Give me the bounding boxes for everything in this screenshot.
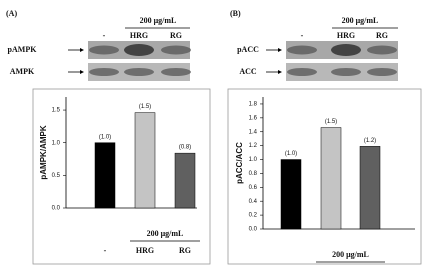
y-tick-label: 1.5 xyxy=(52,108,61,114)
x-tick-label: HRG xyxy=(136,246,154,255)
blot-band xyxy=(331,68,361,76)
blot-header: 200 μg/mL xyxy=(140,16,177,25)
lane-label: HRG xyxy=(130,31,148,40)
panel-frame xyxy=(227,88,422,265)
group-label: 200 μg/mL xyxy=(147,229,184,238)
y-tick-label: 0.4 xyxy=(249,199,258,205)
blot-band xyxy=(367,45,397,55)
y-tick-label: 0.6 xyxy=(249,185,258,191)
y-tick-label: 1.6 xyxy=(249,115,258,121)
row-arrowhead xyxy=(278,48,282,52)
y-tick-label: 0.2 xyxy=(249,213,258,219)
x-tick-label: - xyxy=(104,246,107,255)
bar xyxy=(94,142,116,209)
blot-band xyxy=(287,68,317,76)
blot-band xyxy=(331,44,361,56)
y-tick-label: 0.0 xyxy=(52,206,61,212)
row-arrowhead xyxy=(80,70,84,74)
panel-label: (A) xyxy=(6,9,17,18)
blot-band xyxy=(367,68,397,76)
lane-label: HRG xyxy=(337,31,355,40)
value-label: (1.0) xyxy=(99,134,111,140)
row-arrowhead xyxy=(278,70,282,74)
lane-label: - xyxy=(301,31,304,40)
panel-frame xyxy=(32,88,211,265)
row-label: ACC xyxy=(239,67,257,76)
bar xyxy=(174,152,196,209)
y-tick-label: 1.0 xyxy=(52,140,61,146)
blot-band xyxy=(161,45,191,55)
group-label: 200 μg/mL xyxy=(332,250,369,259)
blot-header: 200 μg/mL xyxy=(342,16,379,25)
value-label: (1.2) xyxy=(364,138,376,144)
blot-band xyxy=(161,68,191,76)
row-arrowhead xyxy=(80,48,84,52)
y-tick-label: 0.5 xyxy=(52,173,61,179)
blot-band xyxy=(287,45,317,55)
row-label: pAMPK xyxy=(8,45,38,54)
y-tick-label: 1.2 xyxy=(249,143,258,149)
y-axis-label: pAMPK/AMPK xyxy=(39,125,48,179)
y-tick-label: 1.8 xyxy=(249,102,258,108)
value-label: (1.5) xyxy=(325,119,337,125)
lane-label: RG xyxy=(170,31,182,40)
y-tick-label: 0.0 xyxy=(249,227,258,233)
lane-label: RG xyxy=(376,31,388,40)
value-label: (1.5) xyxy=(139,104,151,110)
y-axis-label: pACC/ACC xyxy=(235,142,244,184)
blot-band xyxy=(89,68,119,76)
y-tick-label: 1.4 xyxy=(249,129,258,135)
blot-band xyxy=(124,44,154,56)
row-label: pACC xyxy=(237,45,259,54)
value-label: (1.0) xyxy=(285,151,297,157)
bar xyxy=(359,146,381,230)
bar xyxy=(134,112,156,209)
bar xyxy=(320,127,342,230)
blot-band xyxy=(124,68,154,76)
y-tick-label: 1.0 xyxy=(249,157,258,163)
x-tick-label: RG xyxy=(179,246,191,255)
bar xyxy=(280,159,302,230)
y-tick-label: 0.8 xyxy=(249,171,258,177)
lane-label: - xyxy=(103,31,106,40)
value-label: (0.8) xyxy=(179,145,191,151)
blot-band xyxy=(89,45,119,55)
panel-label: (B) xyxy=(230,9,241,18)
row-label: AMPK xyxy=(10,67,35,76)
